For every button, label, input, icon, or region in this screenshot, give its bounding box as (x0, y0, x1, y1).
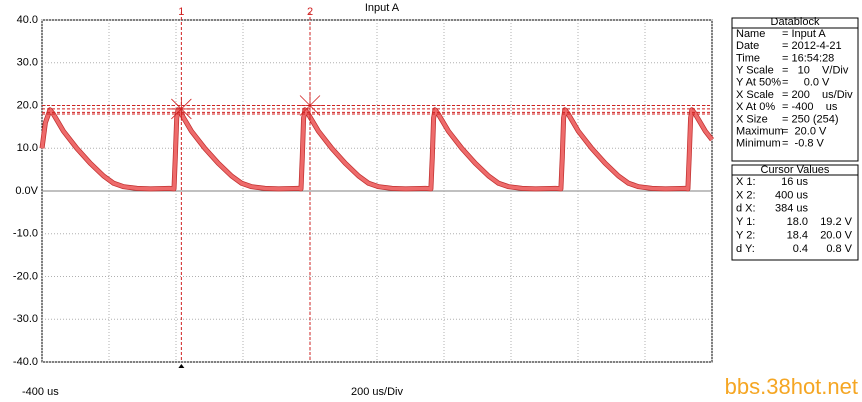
cursor-value: 20.0 V (820, 230, 852, 242)
y-tick-label: -20.0 (13, 270, 38, 282)
datablock-key: Maximum (736, 126, 784, 138)
datablock-value: = -400 us (782, 101, 838, 113)
cursor-value: 384 us (775, 203, 809, 215)
cursor-value: 0.4 (793, 243, 808, 255)
datablock-key: Y At 50% (736, 77, 781, 89)
cursor-cross (298, 93, 322, 118)
datablock-key: Name (736, 28, 765, 40)
datablock-value: = 200 us/Div (782, 89, 853, 101)
datablock-value: = 2012-4-21 (782, 40, 842, 52)
cursor-key: Y 2: (736, 230, 755, 242)
cursor-value: 19.2 V (820, 216, 852, 228)
y-tick-label: 0.0V (15, 185, 38, 197)
y-tick-label: 20.0 (17, 99, 38, 111)
cursor-panel (731, 164, 859, 261)
chart-title: Input A (365, 2, 400, 14)
datablock-key: Y Scale (736, 65, 774, 77)
cursor-key: d Y: (736, 243, 755, 255)
cursor-cross (169, 96, 194, 121)
cursor-label: 2 (307, 6, 313, 18)
datablock-value: = 250 (254) (782, 113, 839, 125)
x-start-label: -400 us (22, 386, 59, 398)
y-tick-label: 40.0 (17, 14, 38, 26)
cursor-value: 0.8 V (826, 243, 852, 255)
datablock-key: X Size (736, 113, 768, 125)
cursor-value: 18.0 (787, 216, 808, 228)
datablock-value: = -0.8 V (782, 138, 825, 150)
datablock-value: = 20.0 V (782, 126, 827, 138)
datablock-value: = 0.0 V (782, 77, 830, 89)
datablock-key: Minimum (736, 138, 781, 150)
datablock-key: X Scale (736, 89, 774, 101)
x-scale-label: 200 us/Div (351, 386, 403, 398)
cursor-key: X 1: (736, 176, 756, 188)
y-tick-label: -30.0 (13, 313, 38, 325)
cursor-value: 16 us (781, 176, 808, 188)
y-tick-label: 30.0 (17, 57, 38, 69)
datablock-value: = 16:54:28 (782, 52, 834, 64)
cursor-key: Y 1: (736, 216, 755, 228)
datablock-key: Time (736, 52, 760, 64)
cursor-value: 18.4 (787, 230, 808, 242)
cursor-value: 400 us (775, 189, 809, 201)
waveform (40, 108, 714, 191)
datablock-value: = Input A (782, 28, 826, 40)
y-tick-label: 10.0 (17, 142, 38, 154)
panel-title: Datablock (771, 16, 820, 28)
cursor-label: 1 (178, 6, 184, 18)
datablock-value: = 10 V/Div (782, 65, 849, 77)
datablock-panel (731, 17, 859, 162)
cursor-key: d X: (736, 203, 756, 215)
cursor-key: X 2: (736, 189, 756, 201)
y-tick-label: -40.0 (13, 356, 38, 368)
datablock-key: Date (736, 40, 759, 52)
y-tick-label: -10.0 (13, 228, 38, 240)
panel-title: Cursor Values (761, 164, 830, 176)
trigger-marker (178, 364, 185, 368)
watermark: bbs.38hot.net (725, 374, 858, 399)
datablock-key: X At 0% (736, 101, 775, 113)
